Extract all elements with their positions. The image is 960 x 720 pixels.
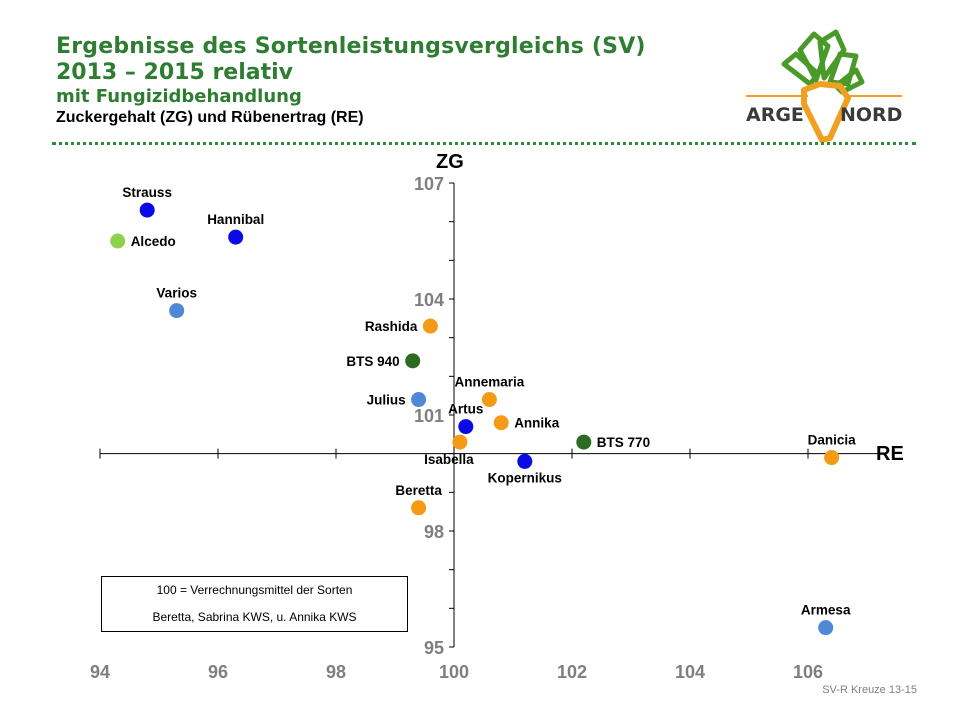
data-point <box>818 620 834 636</box>
data-label: Varios <box>156 286 197 301</box>
y-tick-label: 107 <box>414 174 444 194</box>
data-point <box>405 353 421 369</box>
data-label: Artus <box>448 402 483 417</box>
data-label: Alcedo <box>131 234 176 249</box>
data-point <box>228 229 244 245</box>
data-point <box>576 434 592 450</box>
baseline-note: 100 = Verrechnungsmittel der Sorten Bere… <box>101 576 408 632</box>
data-point <box>422 318 438 334</box>
data-point <box>458 419 474 435</box>
baseline-note-line1: 100 = Verrechnungsmittel der Sorten <box>156 583 353 597</box>
chart-point-labels: Strauss Alcedo Hannibal Varios Rashida BTS 94… <box>122 185 856 618</box>
data-point <box>139 202 155 218</box>
y-tick-label: 95 <box>424 638 444 658</box>
x-tick-label: 100 <box>439 662 469 682</box>
data-label: Annika <box>514 416 560 431</box>
x-tick-label: 104 <box>675 662 705 682</box>
arge-nord-logo: ARGE NORD <box>746 29 902 143</box>
data-point <box>481 392 497 408</box>
x-tick-label: 94 <box>90 662 110 682</box>
data-point <box>411 392 427 408</box>
data-label: Hannibal <box>207 212 264 227</box>
baseline-note-line2: Beretta, Sabrina KWS, u. Annika KWS <box>152 610 357 624</box>
data-point <box>411 500 427 516</box>
logo-word-right: NORD <box>840 104 902 126</box>
page-title: Ergebnisse des Sortenleistungsvergleichs… <box>56 34 646 59</box>
y-axis-label: ZG <box>436 151 464 173</box>
data-label: BTS 770 <box>597 435 650 450</box>
y-tick-label: 98 <box>424 522 444 542</box>
chart-tick-labels: 94 96 98 100 102 104 106 95 98 101 104 107 <box>90 174 823 682</box>
chart-points <box>110 202 840 636</box>
data-label: Julius <box>367 393 406 408</box>
x-axis-label: RE <box>876 443 904 465</box>
data-point <box>493 415 509 431</box>
page-title-years: 2013 – 2015 relativ <box>56 60 293 85</box>
data-label: Isabella <box>424 452 474 467</box>
data-label: BTS 940 <box>346 354 399 369</box>
x-tick-label: 102 <box>557 662 587 682</box>
data-label: Beretta <box>395 483 442 498</box>
data-label: Rashida <box>365 319 418 334</box>
data-label: Danicia <box>808 433 857 448</box>
x-tick-label: 98 <box>326 662 346 682</box>
title-block: Ergebnisse des Sortenleistungsvergleichs… <box>56 34 646 128</box>
chart-axes <box>99 182 885 648</box>
data-label: Annemaria <box>455 375 525 390</box>
logo-word-left: ARGE <box>746 104 804 126</box>
page-title-treatment: mit Fungizidbehandlung <box>56 86 302 107</box>
x-tick-label: 96 <box>208 662 228 682</box>
data-label: Armesa <box>801 603 851 618</box>
footer-reference: SV-R Kreuze 13-15 <box>822 684 917 696</box>
data-point <box>110 233 126 249</box>
data-point <box>169 303 185 319</box>
data-point <box>824 450 840 466</box>
y-tick-label: 101 <box>414 406 444 426</box>
data-label: Strauss <box>122 185 172 200</box>
x-tick-label: 106 <box>793 662 823 682</box>
data-label: Kopernikus <box>488 470 562 485</box>
page-subtitle: Zuckergehalt (ZG) und Rübenertrag (RE) <box>56 109 364 126</box>
header-separator <box>52 142 916 145</box>
y-tick-label: 104 <box>414 290 444 310</box>
data-point <box>452 434 468 450</box>
data-point <box>517 453 533 469</box>
